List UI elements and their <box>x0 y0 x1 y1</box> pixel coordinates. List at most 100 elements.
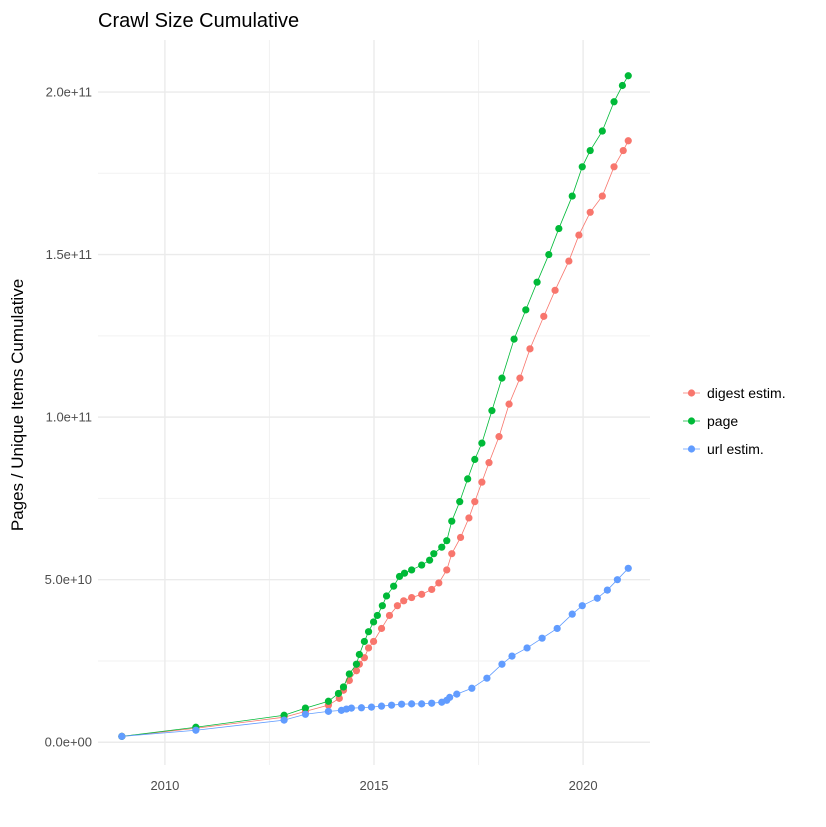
data-point <box>435 579 443 587</box>
data-point <box>334 689 343 698</box>
data-point <box>398 700 406 708</box>
data-point <box>624 137 632 145</box>
legend-key-point <box>687 417 696 425</box>
data-point <box>324 707 333 715</box>
data-point <box>418 700 426 708</box>
data-point <box>598 127 606 135</box>
data-point <box>613 576 621 584</box>
data-point <box>355 650 363 659</box>
data-point <box>568 610 576 618</box>
data-point <box>565 257 573 265</box>
data-point <box>498 374 506 382</box>
data-point <box>533 278 541 286</box>
legend-label: url estim. <box>707 441 764 457</box>
data-point <box>377 624 386 633</box>
data-point <box>369 637 378 646</box>
x-tick-label: 2010 <box>150 778 179 793</box>
data-point <box>618 81 627 90</box>
data-point <box>540 312 548 320</box>
legend-label: page <box>707 413 738 429</box>
data-point <box>538 634 546 642</box>
grid <box>98 40 650 765</box>
data-point <box>301 710 310 718</box>
data-point <box>400 569 409 577</box>
data-point <box>448 550 456 558</box>
data-point <box>526 345 534 353</box>
x-tick-label: 2020 <box>569 778 598 793</box>
data-point <box>426 556 434 564</box>
data-point <box>393 602 402 610</box>
data-point <box>555 224 563 233</box>
y-tick-label: 1.5e+11 <box>46 247 92 262</box>
y-tick-label: 1.0e+11 <box>46 410 92 425</box>
legend-item: page <box>683 413 738 429</box>
data-point <box>610 163 618 171</box>
data-point <box>369 618 378 626</box>
data-point <box>603 586 611 594</box>
data-point <box>378 602 386 610</box>
x-tick-labels: 2010 2015 2020 <box>150 778 597 793</box>
legend-item: url estim. <box>683 441 764 457</box>
data-point <box>508 652 516 660</box>
series-line <box>121 75 629 737</box>
data-point <box>610 98 618 106</box>
data-point <box>418 590 426 598</box>
data-point <box>280 716 288 724</box>
data-point <box>377 702 386 710</box>
x-tick-label: 2015 <box>360 778 389 793</box>
data-point <box>443 537 451 545</box>
data-point <box>468 684 476 692</box>
data-point <box>522 306 530 314</box>
data-point <box>483 674 491 682</box>
data-point <box>408 700 416 708</box>
data-point <box>516 374 524 382</box>
data-point <box>428 699 436 707</box>
data-point <box>505 400 513 408</box>
data-point <box>578 602 586 610</box>
data-point <box>456 533 465 542</box>
legend-key-point <box>687 389 696 397</box>
data-point <box>443 566 451 574</box>
data-point <box>382 592 391 600</box>
data-point <box>586 208 594 216</box>
data-point <box>408 593 416 602</box>
data-point <box>624 564 632 572</box>
data-point <box>495 433 503 441</box>
legend-key-point <box>687 445 696 453</box>
chart-title: Crawl Size Cumulative <box>98 10 299 32</box>
data-point <box>339 683 348 691</box>
data-point <box>418 561 426 569</box>
data-point <box>545 250 553 259</box>
data-point <box>465 514 473 522</box>
data-point <box>301 704 310 712</box>
y-tick-label: 0.0e+00 <box>45 735 92 750</box>
data-point <box>373 611 381 620</box>
data-point <box>464 475 472 483</box>
data-point <box>390 582 398 590</box>
data-point <box>400 597 408 605</box>
data-point <box>593 594 601 602</box>
data-point <box>510 335 518 343</box>
y-tick-labels: 0.0e+00 5.0e+10 1.0e+11 1.5e+11 2.0e+11 <box>45 85 92 750</box>
data-point <box>478 478 486 486</box>
y-tick-label: 5.0e+10 <box>45 572 92 587</box>
data-point <box>345 670 353 678</box>
data-point <box>523 644 531 652</box>
data-point <box>347 704 356 712</box>
data-point <box>598 192 606 200</box>
series-line <box>121 568 629 737</box>
data-point <box>367 703 376 711</box>
data-point <box>387 701 396 709</box>
series-url-estim <box>118 564 632 740</box>
data-point <box>385 611 394 620</box>
data-point <box>485 459 493 467</box>
data-point <box>619 146 627 155</box>
data-point <box>364 628 373 636</box>
data-point <box>360 637 368 646</box>
data-point <box>553 624 561 633</box>
data-point <box>448 517 456 525</box>
data-point <box>352 667 361 675</box>
legend-label: digest estim. <box>707 385 786 401</box>
series-layer <box>118 72 632 740</box>
data-point <box>324 697 333 705</box>
